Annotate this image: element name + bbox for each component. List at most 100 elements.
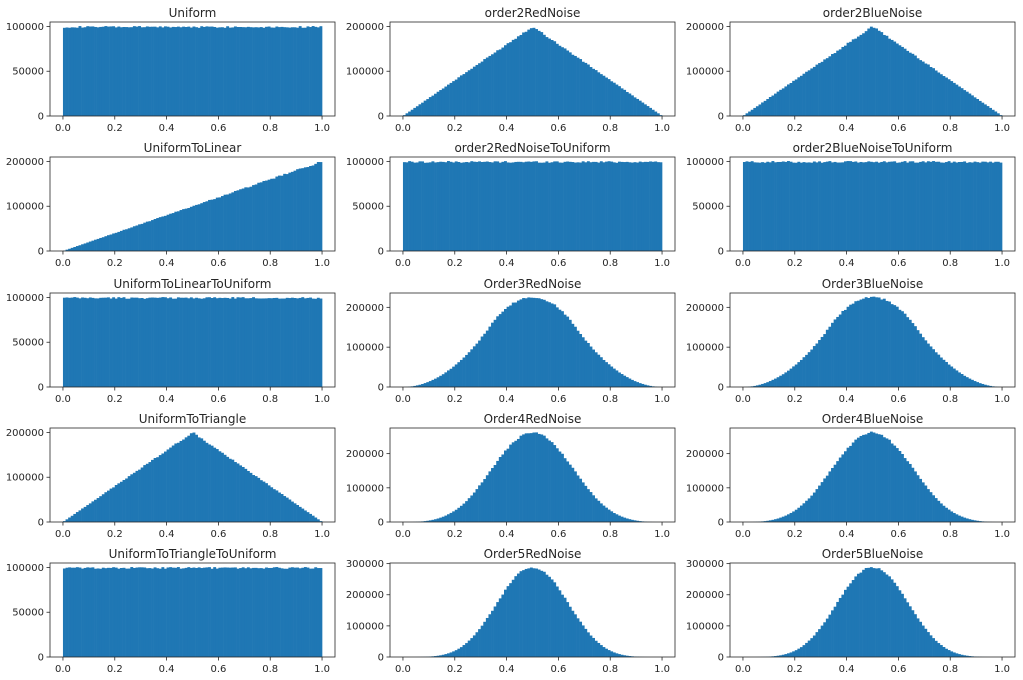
histogram-bar bbox=[656, 162, 660, 251]
histogram-bar bbox=[558, 451, 562, 522]
histogram-bar bbox=[807, 70, 811, 116]
histogram-bar bbox=[301, 27, 305, 116]
histogram-bar bbox=[301, 168, 305, 251]
histogram-bar bbox=[649, 107, 652, 116]
x-tick-label: 0.8 bbox=[942, 529, 958, 540]
histogram-bar bbox=[916, 618, 920, 657]
histogram-bar bbox=[475, 161, 479, 251]
histogram-bar bbox=[524, 568, 528, 657]
histogram-bar bbox=[130, 27, 134, 116]
histogram-bar bbox=[942, 647, 946, 657]
histogram-bar bbox=[91, 567, 95, 657]
y-tick-label: 100000 bbox=[346, 343, 384, 354]
histogram-bar bbox=[802, 645, 806, 657]
histogram-bar bbox=[182, 26, 186, 116]
histogram-bar bbox=[86, 505, 90, 522]
histogram-bar bbox=[919, 333, 923, 387]
histogram-bar bbox=[929, 346, 933, 387]
histogram-bar bbox=[952, 82, 956, 116]
histogram-bar bbox=[306, 297, 310, 387]
histogram-bar bbox=[771, 161, 775, 251]
histogram-bar bbox=[799, 359, 803, 387]
x-tick-label: 0.2 bbox=[107, 123, 123, 134]
histogram-bar bbox=[189, 27, 193, 116]
y-tick-label: 0 bbox=[378, 383, 384, 394]
histogram-bar bbox=[70, 297, 74, 387]
histogram-bar bbox=[571, 323, 575, 387]
x-tick-label: 0.8 bbox=[262, 258, 278, 269]
histogram-bar bbox=[610, 366, 614, 387]
histogram-bar bbox=[161, 216, 165, 251]
histogram-bar bbox=[436, 162, 440, 251]
histogram-bar bbox=[820, 336, 824, 387]
histogram-bar bbox=[285, 568, 289, 657]
histogram-bar bbox=[589, 346, 593, 387]
histogram-bar bbox=[802, 73, 806, 116]
histogram-bar bbox=[290, 501, 294, 522]
histogram-bar bbox=[314, 26, 318, 116]
histogram-bar bbox=[272, 567, 276, 657]
histogram-bar bbox=[831, 467, 834, 522]
x-tick-label: 0.8 bbox=[942, 123, 958, 134]
histogram-bar bbox=[70, 247, 74, 251]
histogram-bar bbox=[311, 298, 315, 387]
histogram-bar bbox=[989, 107, 992, 116]
histogram-bar bbox=[213, 26, 217, 116]
histogram-bar bbox=[618, 161, 621, 251]
histogram-bar bbox=[976, 99, 980, 116]
histogram-bar bbox=[418, 384, 422, 387]
x-tick-label: 0.6 bbox=[890, 394, 906, 405]
histogram-bar bbox=[421, 161, 424, 251]
histogram-bar bbox=[117, 483, 121, 522]
histogram-bar bbox=[221, 452, 224, 522]
histogram-bar bbox=[280, 298, 284, 387]
histogram-bar bbox=[125, 568, 129, 657]
histogram-bar bbox=[947, 650, 951, 657]
histogram-bar bbox=[799, 75, 803, 116]
histogram-bar bbox=[75, 512, 79, 522]
histogram-bar bbox=[516, 36, 520, 117]
x-tick-label: 0.6 bbox=[210, 258, 226, 269]
histogram-bar bbox=[893, 582, 897, 657]
histogram-bar bbox=[303, 167, 307, 251]
histogram-bar bbox=[509, 444, 513, 522]
histogram-bar bbox=[579, 162, 583, 251]
histogram-bar bbox=[283, 496, 287, 522]
histogram-bar bbox=[306, 167, 310, 251]
histogram-bar bbox=[478, 485, 481, 522]
histogram-bar bbox=[908, 52, 912, 116]
histogram-bar bbox=[981, 383, 985, 387]
x-tick-label: 1.0 bbox=[994, 394, 1010, 405]
histogram-bar bbox=[94, 26, 97, 116]
histogram-bar bbox=[109, 298, 113, 387]
histogram-bar bbox=[615, 653, 619, 657]
histogram-bar bbox=[844, 161, 847, 251]
histogram-bar bbox=[566, 316, 570, 387]
histogram-bar bbox=[901, 453, 904, 522]
histogram-bar bbox=[426, 520, 430, 522]
histogram-bar bbox=[192, 432, 196, 522]
histogram-bar bbox=[459, 505, 463, 522]
histogram-bar bbox=[527, 161, 531, 251]
histogram-bar bbox=[153, 218, 157, 251]
histogram-bar bbox=[153, 26, 157, 117]
x-tick-label: 0.4 bbox=[499, 258, 515, 269]
histogram-bar bbox=[447, 653, 450, 657]
histogram-bar bbox=[890, 579, 894, 657]
histogram-bar bbox=[514, 576, 518, 657]
histogram-bar bbox=[174, 567, 178, 657]
histogram-bar bbox=[919, 478, 923, 522]
y-tick-label: 200000 bbox=[686, 449, 724, 460]
histogram-bar bbox=[599, 645, 603, 657]
histogram-bar bbox=[459, 647, 463, 657]
histogram-bar bbox=[127, 568, 131, 657]
histogram-bar bbox=[939, 357, 943, 387]
histogram-bar bbox=[509, 42, 513, 116]
histogram-bar bbox=[485, 617, 489, 657]
histogram-bar bbox=[553, 304, 557, 387]
histogram-bar bbox=[488, 614, 492, 657]
histogram-bar bbox=[132, 567, 136, 657]
histogram-bar bbox=[428, 97, 432, 116]
x-tick-label: 0.4 bbox=[159, 664, 175, 675]
